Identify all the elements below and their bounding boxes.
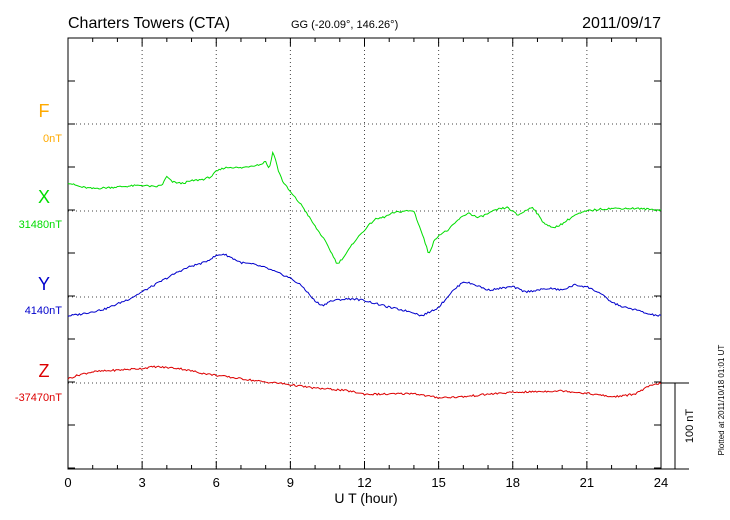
series-x-line (67, 150, 662, 264)
x-tick-label: 15 (431, 475, 445, 490)
series-z-baseline-label: -37470nT (15, 392, 62, 404)
plotted-timestamp: Plotted at 2011/10/18 01:01 UT (717, 345, 726, 456)
axis-ticks: 0 3 6 9 12 15 18 21 24 (64, 38, 668, 490)
x-tick-label: 21 (580, 475, 594, 490)
x-tick-label: 12 (357, 475, 371, 490)
series-y-baseline-label: 4140nT (25, 305, 63, 317)
x-tick-label: 9 (287, 475, 294, 490)
series-f-baseline-label: 0nT (43, 133, 62, 145)
scale-bar: 100 nT (661, 382, 696, 470)
scale-bar-label: 100 nT (684, 409, 696, 444)
series-labels: F 0nT X 31480nT Y 4140nT Z -37470nT (15, 101, 62, 404)
x-tick-label: 18 (506, 475, 520, 490)
x-axis-label: U T (hour) (334, 490, 397, 506)
series-lines (67, 150, 662, 399)
series-x-baseline-label: 31480nT (19, 219, 63, 231)
x-tick-label: 24 (654, 475, 668, 490)
series-f-label: F (39, 101, 50, 121)
x-tick-label: 6 (213, 475, 220, 490)
series-y-line (67, 253, 662, 317)
grid-lines (68, 38, 661, 469)
x-tick-label: 3 (139, 475, 146, 490)
x-tick-label: 0 (64, 475, 71, 490)
series-y-label: Y (38, 274, 50, 294)
series-z-label: Z (39, 361, 50, 381)
series-x-label: X (38, 187, 50, 207)
station-title: Charters Towers (CTA) (68, 15, 230, 32)
chart-date: 2011/09/17 (582, 15, 661, 32)
station-coords: GG (-20.09°, 146.26°) (291, 19, 398, 31)
series-z-line (67, 365, 662, 399)
